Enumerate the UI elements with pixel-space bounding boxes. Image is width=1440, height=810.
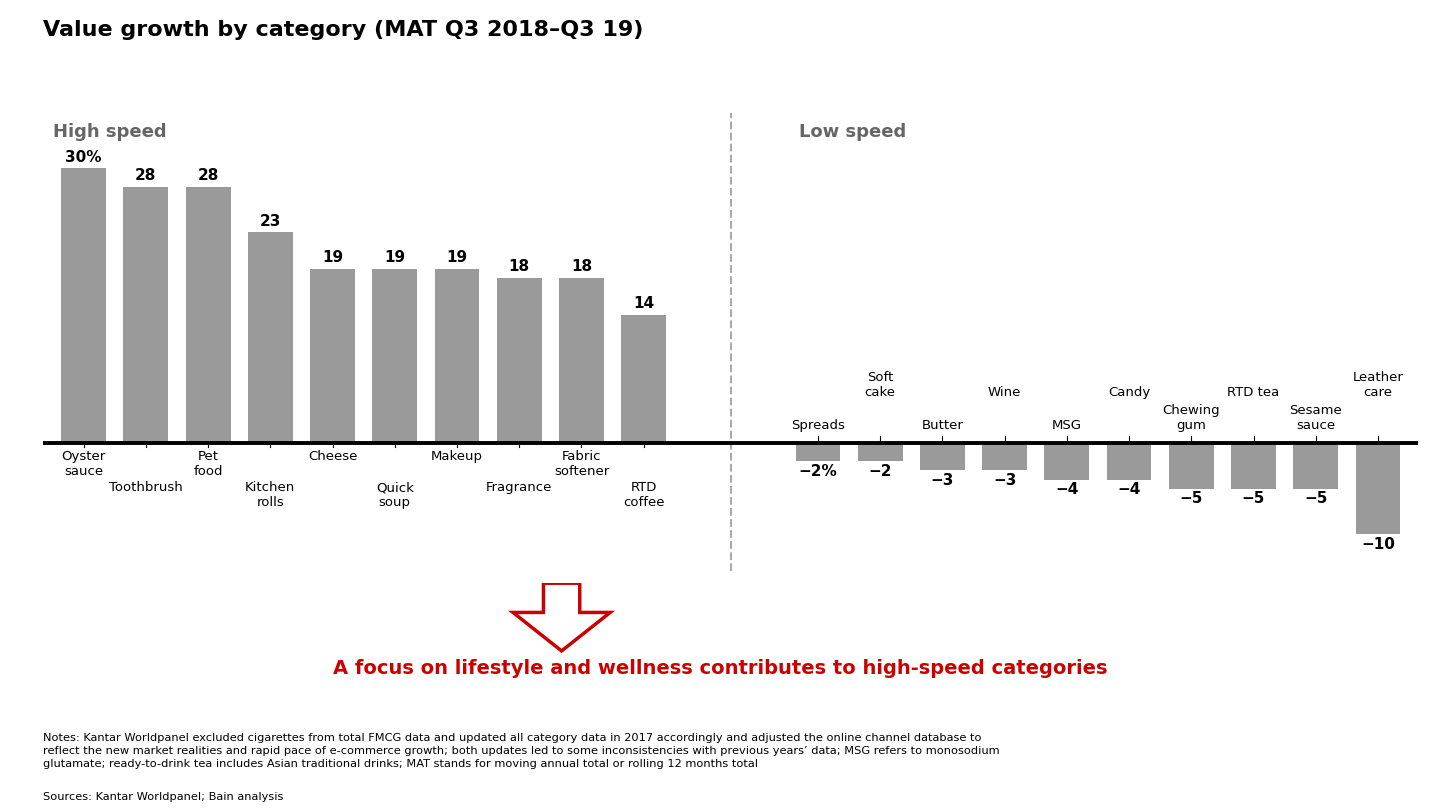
Bar bbox=[920, 443, 965, 471]
Text: RTD
coffee: RTD coffee bbox=[624, 481, 664, 509]
Text: −5: −5 bbox=[1241, 492, 1266, 506]
Bar bbox=[621, 315, 667, 443]
Bar bbox=[982, 443, 1027, 471]
Text: Kitchen
rolls: Kitchen rolls bbox=[245, 481, 295, 509]
Text: RTD tea: RTD tea bbox=[1227, 386, 1280, 399]
Text: 19: 19 bbox=[384, 250, 405, 266]
Bar bbox=[124, 186, 168, 443]
Text: Soft
cake: Soft cake bbox=[864, 371, 896, 399]
Text: Quick
soup: Quick soup bbox=[376, 481, 413, 509]
Text: Sources: Kantar Worldpanel; Bain analysis: Sources: Kantar Worldpanel; Bain analysi… bbox=[43, 792, 284, 802]
Text: MSG: MSG bbox=[1051, 419, 1081, 432]
Bar bbox=[497, 278, 541, 443]
Bar bbox=[186, 186, 230, 443]
Bar bbox=[1107, 443, 1152, 480]
Bar bbox=[1169, 443, 1214, 488]
Text: −3: −3 bbox=[930, 473, 955, 488]
Text: −3: −3 bbox=[994, 473, 1017, 488]
Bar bbox=[435, 269, 480, 443]
Bar bbox=[559, 278, 603, 443]
Text: Notes: Kantar Worldpanel excluded cigarettes from total FMCG data and updated al: Notes: Kantar Worldpanel excluded cigare… bbox=[43, 733, 999, 770]
Text: Sesame
sauce: Sesame sauce bbox=[1289, 404, 1342, 432]
Text: 23: 23 bbox=[259, 214, 281, 228]
Text: 18: 18 bbox=[570, 259, 592, 275]
Text: −5: −5 bbox=[1305, 492, 1328, 506]
Text: −10: −10 bbox=[1361, 537, 1395, 552]
Text: 30%: 30% bbox=[65, 150, 102, 164]
FancyArrow shape bbox=[513, 583, 611, 651]
Text: Cheese: Cheese bbox=[308, 450, 357, 463]
Bar bbox=[1355, 443, 1400, 535]
Text: A focus on lifestyle and wellness contributes to high-speed categories: A focus on lifestyle and wellness contri… bbox=[333, 659, 1107, 678]
Text: Low speed: Low speed bbox=[799, 122, 907, 141]
Bar bbox=[1044, 443, 1089, 480]
Text: Chewing
gum: Chewing gum bbox=[1162, 404, 1220, 432]
Bar bbox=[373, 269, 418, 443]
Text: −2: −2 bbox=[868, 464, 891, 479]
Bar bbox=[795, 443, 841, 461]
Text: Pet
food: Pet food bbox=[193, 450, 223, 478]
Text: Wine: Wine bbox=[988, 386, 1021, 399]
Bar bbox=[1231, 443, 1276, 488]
Text: Spreads: Spreads bbox=[791, 419, 845, 432]
Bar bbox=[1293, 443, 1338, 488]
Text: Oyster
sauce: Oyster sauce bbox=[62, 450, 105, 478]
Text: 14: 14 bbox=[634, 296, 654, 311]
Text: −5: −5 bbox=[1179, 492, 1202, 506]
Text: 28: 28 bbox=[197, 168, 219, 183]
Bar bbox=[248, 232, 292, 443]
Text: Value growth by category (MAT Q3 2018–Q3 19): Value growth by category (MAT Q3 2018–Q3… bbox=[43, 20, 644, 40]
Text: −4: −4 bbox=[1117, 482, 1140, 497]
Text: Leather
care: Leather care bbox=[1352, 371, 1404, 399]
Text: −2%: −2% bbox=[799, 464, 837, 479]
Text: 19: 19 bbox=[323, 250, 343, 266]
Text: High speed: High speed bbox=[52, 122, 166, 141]
Text: Fragrance: Fragrance bbox=[487, 481, 553, 494]
Text: Fabric
softener: Fabric softener bbox=[554, 450, 609, 478]
Bar bbox=[62, 168, 107, 443]
Text: 19: 19 bbox=[446, 250, 468, 266]
Text: Butter: Butter bbox=[922, 419, 963, 432]
Text: Candy: Candy bbox=[1107, 386, 1151, 399]
Bar bbox=[310, 269, 354, 443]
Text: 28: 28 bbox=[135, 168, 157, 183]
Text: −4: −4 bbox=[1056, 482, 1079, 497]
Text: Makeup: Makeup bbox=[431, 450, 482, 463]
Bar bbox=[858, 443, 903, 461]
Text: Toothbrush: Toothbrush bbox=[109, 481, 183, 494]
Text: 18: 18 bbox=[508, 259, 530, 275]
